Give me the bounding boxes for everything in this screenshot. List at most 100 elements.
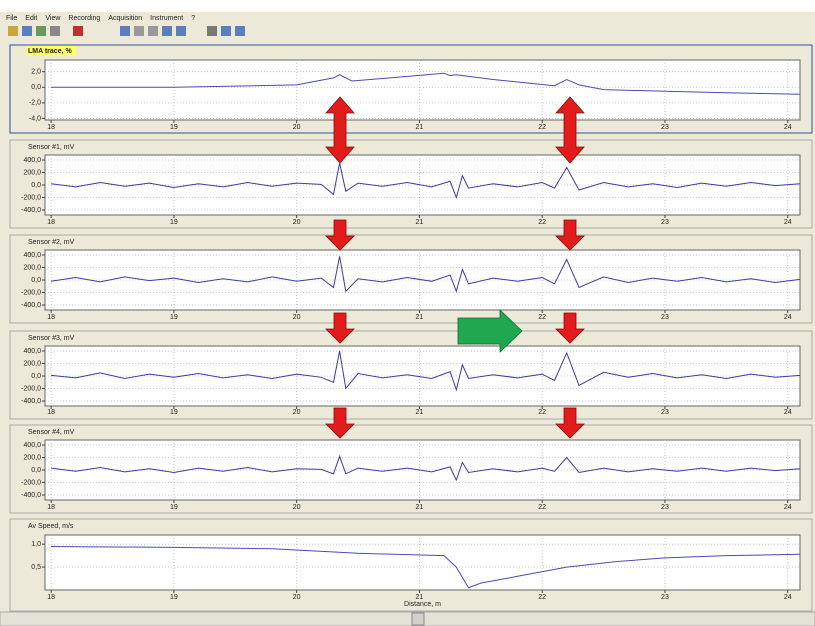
y-tick-label: -400,0 [21, 492, 41, 499]
green-right-arrow [457, 309, 523, 353]
y-tick-label: -200,0 [21, 194, 41, 201]
plot-area [44, 59, 801, 121]
y-tick-label: -4,0 [29, 115, 41, 122]
title-highlight [26, 46, 76, 56]
scroll-thumb[interactable] [411, 612, 425, 626]
x-tick-label: 19 [170, 594, 178, 601]
x-tick-label: 21 [416, 124, 424, 131]
menu-item[interactable]: Acquisition [108, 15, 142, 22]
x-tick-label: 19 [170, 409, 178, 416]
x-tick-label: 22 [538, 124, 546, 131]
y-tick-label: -2,0 [29, 100, 41, 107]
panel-title: Sensor #3, mV [28, 335, 75, 342]
x-tick-label: 18 [47, 219, 55, 226]
panel-title: Av Speed, m/s [28, 523, 74, 530]
tool-zoom-out[interactable] [148, 26, 158, 36]
plot-area [44, 345, 801, 407]
x-tick-label: 18 [47, 314, 55, 321]
tool-export[interactable] [221, 26, 231, 36]
panel-title: Sensor #2, mV [28, 239, 75, 246]
chart-panel: Av Speed, m/s 18 19 20 21 22 23 24 1,0 0,5 Distanc… [9, 518, 813, 612]
menu-item[interactable]: Recording [68, 15, 100, 22]
x-tick-label: 20 [293, 219, 301, 226]
toolbar [8, 26, 245, 36]
tool-sum[interactable] [207, 26, 217, 36]
chart-panel: Sensor #4, mV 18 19 20 21 22 23 24 400,0 200,0 0,0… [9, 424, 813, 514]
signal-line [51, 162, 801, 200]
title-area [0, 0, 815, 12]
tool-new[interactable] [36, 26, 46, 36]
x-tick-label: 20 [293, 594, 301, 601]
tool-open[interactable] [8, 26, 18, 36]
tool-save[interactable] [22, 26, 32, 36]
x-tick-label: 24 [784, 594, 792, 601]
x-tick-label: 24 [784, 409, 792, 416]
menu-item[interactable]: Instrument [150, 15, 183, 22]
tool-print[interactable] [50, 26, 60, 36]
x-tick-label: 22 [538, 504, 546, 511]
panel-title: LMA trace, % [28, 48, 72, 55]
x-tick-label: 22 [538, 314, 546, 321]
x-tick-label: 21 [416, 219, 424, 226]
panel-title: Sensor #1, mV [28, 144, 75, 151]
x-tick-label: 19 [170, 124, 178, 131]
x-tick-label: 24 [784, 124, 792, 131]
menu-item[interactable]: ? [191, 15, 195, 22]
x-tick-label: 19 [170, 504, 178, 511]
charts: LMA trace, % 18 19 20 21 22 23 24 2,0 0,0 -2,0 -4,0… [9, 44, 813, 612]
y-tick-label: 400,0 [23, 442, 41, 449]
x-tick-label: 18 [47, 504, 55, 511]
tool-zoom-in[interactable] [134, 26, 144, 36]
x-tick-label: 18 [47, 409, 55, 416]
menu-item[interactable]: File [6, 15, 17, 22]
y-tick-label: 200,0 [23, 360, 41, 367]
x-tick-label: 24 [784, 219, 792, 226]
x-tick-label: 22 [538, 219, 546, 226]
y-tick-label: -400,0 [21, 207, 41, 214]
panel-title: Sensor #4, mV [28, 429, 75, 436]
x-tick-label: 23 [661, 219, 669, 226]
y-tick-label: 0,0 [31, 182, 41, 189]
y-tick-label: 2,0 [31, 69, 41, 76]
tool-view[interactable] [120, 26, 130, 36]
menu-item[interactable]: Edit [25, 15, 37, 22]
y-tick-label: 200,0 [23, 454, 41, 461]
x-tick-label: 24 [784, 504, 792, 511]
tool-fit[interactable] [162, 26, 172, 36]
x-tick-label: 19 [170, 314, 178, 321]
y-tick-label: -400,0 [21, 302, 41, 309]
x-tick-label: 22 [538, 594, 546, 601]
x-tick-label: 23 [661, 504, 669, 511]
y-tick-label: 0,0 [31, 373, 41, 380]
x-axis-label: Distance, m [404, 601, 441, 608]
y-tick-label: 200,0 [23, 169, 41, 176]
x-tick-label: 23 [661, 594, 669, 601]
x-tick-label: 21 [416, 594, 424, 601]
chart-panel: Sensor #2, mV 18 19 20 21 22 23 24 400,0 200,0 0,0… [9, 234, 813, 324]
signal-line [51, 454, 801, 482]
x-tick-label: 20 [293, 314, 301, 321]
tool-record[interactable] [73, 26, 83, 36]
y-tick-label: 0,0 [31, 467, 41, 474]
scroll-track[interactable] [0, 611, 815, 626]
x-tick-label: 20 [293, 409, 301, 416]
x-tick-label: 21 [416, 504, 424, 511]
menu-item[interactable]: View [45, 15, 61, 22]
y-tick-label: 0,0 [31, 277, 41, 284]
x-tick-label: 21 [416, 314, 424, 321]
y-tick-label: 400,0 [23, 252, 41, 259]
annotations [325, 96, 585, 439]
x-tick-label: 18 [47, 594, 55, 601]
chart-panel: Sensor #3, mV 18 19 20 21 22 23 24 400,0 200,0 0,0… [9, 330, 813, 420]
x-tick-label: 21 [416, 409, 424, 416]
tool-grid[interactable] [176, 26, 186, 36]
signal-line [51, 256, 801, 293]
menu: File Edit View Recording Acquisition Instrume… [6, 15, 195, 22]
signal-line [51, 546, 801, 589]
x-tick-label: 18 [47, 124, 55, 131]
tool-report[interactable] [235, 26, 245, 36]
x-tick-label: 23 [661, 124, 669, 131]
x-tick-label: 23 [661, 409, 669, 416]
signal-line [51, 72, 801, 95]
